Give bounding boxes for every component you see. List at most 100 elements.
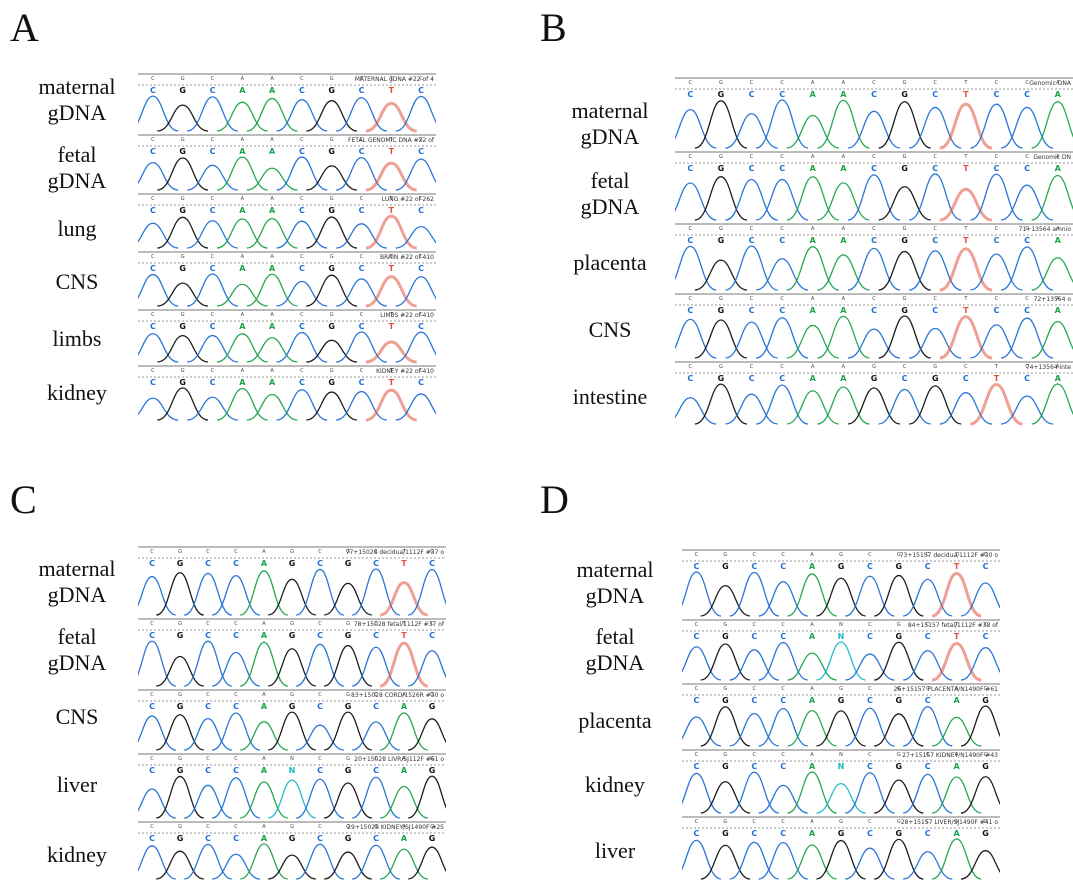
base-call: C: [780, 829, 786, 838]
base-call-small: C: [689, 364, 693, 370]
base-call: C: [780, 562, 786, 571]
base-call: G: [328, 322, 335, 331]
base-call: G: [722, 829, 729, 838]
base-call-small: C: [872, 80, 876, 86]
base-call: C: [749, 306, 755, 315]
peak-C: [138, 575, 176, 616]
base-call: G: [896, 762, 903, 771]
base-call-small: T: [963, 296, 968, 302]
label-line: fetal: [590, 168, 630, 193]
track-label: liver: [56, 772, 98, 797]
base-call-small: C: [150, 692, 154, 698]
track-header: LUNG #22 of 262: [382, 196, 434, 203]
track-label: kidney: [585, 772, 645, 797]
peak-G: [960, 776, 1000, 814]
base-call-small: G: [872, 364, 876, 370]
peak-A: [1031, 320, 1073, 359]
base-call-small: C: [984, 622, 988, 628]
base-call-small: T: [954, 552, 959, 558]
label-line: gDNA: [47, 100, 107, 125]
peak-G: [156, 655, 204, 687]
peak-A: [817, 315, 870, 359]
base-call-small: G: [181, 196, 185, 202]
base-call: C: [925, 696, 931, 705]
base-call: C: [210, 147, 216, 156]
base-call-small: C: [933, 296, 937, 302]
base-call-small: G: [723, 752, 727, 758]
peak-C: [675, 318, 717, 359]
base-call-small: A: [1056, 364, 1060, 370]
peak-A: [817, 182, 870, 221]
peak-C: [276, 331, 328, 363]
peak-G: [694, 259, 748, 291]
base-call-small: A: [811, 296, 815, 302]
base-call-small: C: [300, 312, 304, 318]
peak-C: [755, 384, 809, 425]
base-call-small: C: [234, 621, 238, 627]
peak-G: [157, 334, 209, 363]
track: 83+15028 CORD/1526R #30 oCCGGCCCCAAGGCCG…: [138, 689, 446, 751]
base-call-small: A: [955, 819, 959, 825]
base-call-small: C: [318, 692, 322, 698]
base-call-small: C: [211, 368, 215, 374]
peak-C: [187, 164, 238, 191]
base-call-small: C: [300, 254, 304, 260]
peak-A: [931, 776, 982, 814]
peak-C: [212, 853, 260, 880]
base-call: C: [317, 559, 323, 568]
base-call: C: [317, 631, 323, 640]
base-call: G: [838, 696, 845, 705]
base-call-small: C: [872, 296, 876, 302]
base-call: C: [233, 631, 239, 640]
base-call: A: [239, 264, 246, 273]
base-call: C: [694, 632, 700, 641]
base-call-small: C: [984, 552, 988, 558]
base-call: C: [779, 306, 785, 315]
track: 29+15028 KIDNEY/SJ1490F #25CCGGCCCCAAGGC…: [138, 821, 446, 880]
base-call: C: [751, 696, 757, 705]
base-call: C: [871, 306, 877, 315]
peak-C: [902, 578, 953, 617]
peak-G: [816, 577, 866, 617]
base-call-small: C: [753, 752, 757, 758]
peak-T: [365, 275, 417, 308]
peak-C: [845, 653, 895, 681]
base-call: T: [389, 264, 395, 273]
base-call-small: C: [780, 80, 784, 86]
base-call-small: G: [719, 364, 723, 370]
peak-C: [336, 97, 387, 132]
base-call-small: G: [839, 686, 843, 692]
base-call-small: C: [868, 622, 872, 628]
peak-C: [682, 571, 722, 617]
peak-C: [758, 841, 808, 880]
track: MATERNAL gDNA #22 of 4CCGGCCAAAACCGGCCTT…: [138, 73, 436, 133]
peak-C: [845, 707, 895, 747]
label-line: gDNA: [47, 650, 107, 675]
peak-A: [787, 844, 837, 880]
base-call: A: [269, 378, 276, 387]
base-call-small: C: [780, 226, 784, 232]
peak-G: [157, 157, 209, 191]
base-call-small: C: [689, 226, 693, 232]
base-call: C: [359, 264, 365, 273]
peak-C: [138, 715, 176, 751]
peak-C: [276, 280, 328, 307]
base-call-small: A: [1056, 226, 1060, 232]
base-call: A: [840, 236, 847, 245]
peak-G: [268, 711, 316, 751]
label-line: gDNA: [47, 168, 107, 193]
peak-G: [816, 839, 866, 880]
base-call: C: [867, 762, 873, 771]
base-call: T: [389, 322, 395, 331]
peak-C: [1000, 106, 1054, 149]
peak-G: [700, 781, 751, 814]
base-call-small: G: [346, 692, 350, 698]
base-call: C: [925, 632, 931, 641]
trace-panel-b: Genomic DNA C C G G C C C C A A A A C C G G C C T T C C C C A A Gen…: [675, 76, 1073, 426]
base-call: C: [780, 632, 786, 641]
base-call-small: A: [262, 824, 266, 830]
peak-C: [296, 724, 344, 751]
base-call-small: A: [241, 254, 245, 260]
base-call: G: [345, 834, 352, 843]
